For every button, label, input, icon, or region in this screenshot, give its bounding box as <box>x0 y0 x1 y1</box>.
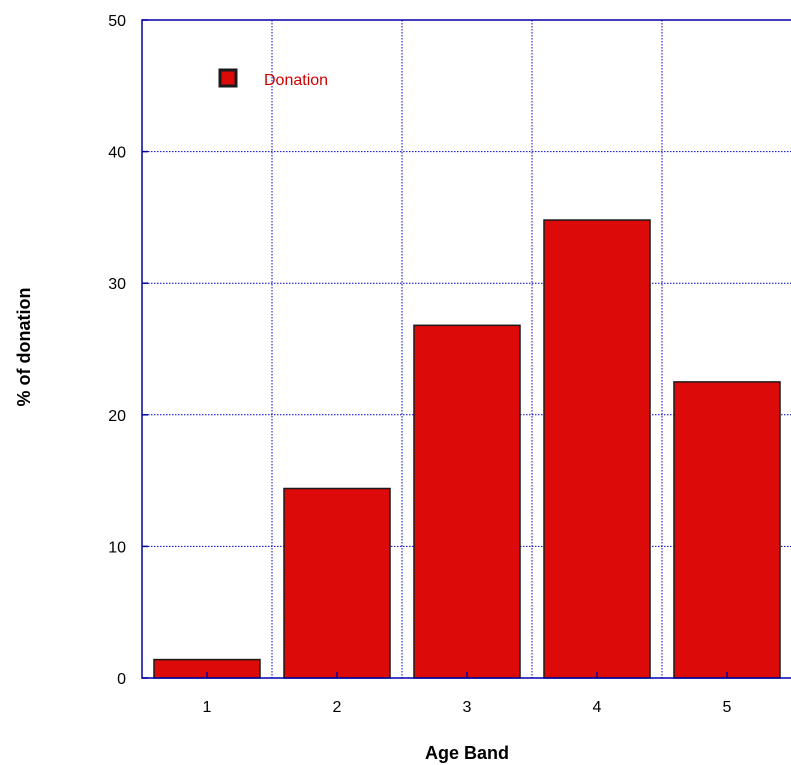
x-axis-title: Age Band <box>425 743 509 763</box>
legend: Donation <box>218 68 328 89</box>
y-axis-ticks: 0 10 20 30 40 50 <box>108 13 148 688</box>
x-tick-label-2: 3 <box>463 699 472 716</box>
bars <box>153 219 781 679</box>
x-axis-ticks: 1 2 3 4 5 <box>203 672 732 716</box>
y-tick-label-0: 0 <box>117 671 126 688</box>
legend-label-donation: Donation <box>264 72 328 89</box>
y-tick-label-3: 30 <box>108 276 126 293</box>
x-tick-label-3: 4 <box>593 699 602 716</box>
bar-3 <box>413 324 521 679</box>
x-tick-label-1: 2 <box>333 699 342 716</box>
bar-4 <box>543 219 651 679</box>
x-tick-label-0: 1 <box>203 699 212 716</box>
bar-5 <box>673 381 781 679</box>
legend-swatch <box>218 68 238 88</box>
x-tick-label-4: 5 <box>723 699 732 716</box>
y-tick-label-4: 40 <box>108 145 126 162</box>
y-tick-label-1: 10 <box>108 539 126 556</box>
bar-2 <box>283 487 391 679</box>
y-tick-label-5: 50 <box>108 13 126 30</box>
y-axis-title: % of donation <box>14 288 34 407</box>
y-tick-label-2: 20 <box>108 408 126 425</box>
